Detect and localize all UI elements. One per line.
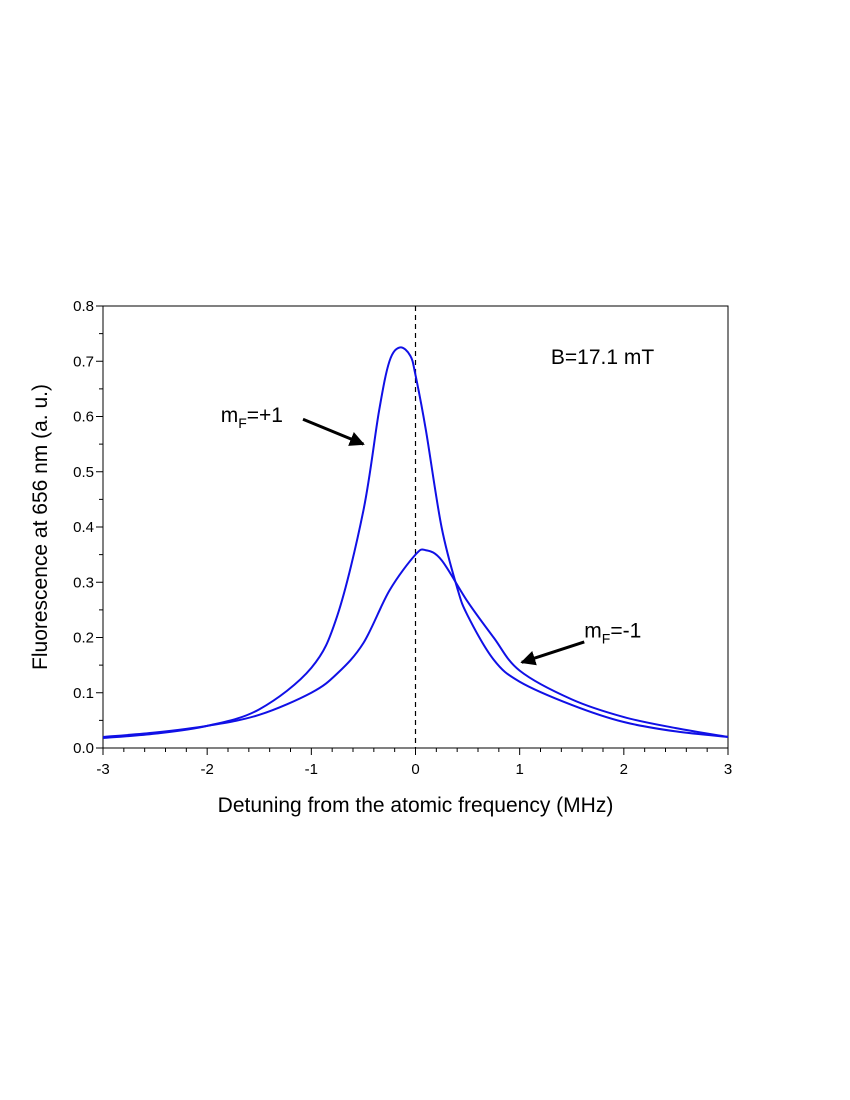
y-tick-label: 0.4 — [73, 519, 94, 536]
x-tick-label: 3 — [724, 761, 732, 778]
series-line-2 — [102, 548, 729, 738]
y-tick-label: 0.0 — [73, 740, 94, 757]
x-tick-label: 1 — [515, 761, 523, 778]
series-label-subscript: F — [238, 415, 247, 431]
x-axis-label: Detuning from the atomic frequency (MHz) — [218, 794, 614, 817]
y-tick-label: 0.7 — [73, 353, 94, 370]
x-tick-label: 0 — [411, 761, 419, 778]
annotation-arrow — [302, 417, 365, 446]
y-tick-label: 0.6 — [73, 409, 94, 426]
series-label-subscript: F — [602, 631, 611, 647]
series-label-value: =+1 — [247, 404, 283, 427]
y-tick-label: 0.3 — [73, 574, 94, 591]
field-strength-label: B=17.1 mT — [551, 346, 654, 369]
annotation-arrow — [520, 640, 585, 666]
series-label-symbol: m — [584, 620, 602, 643]
series-label-2: mF=-1 — [584, 620, 641, 647]
series-line-1 — [102, 346, 729, 740]
x-tick-label: -2 — [200, 761, 213, 778]
y-tick-label: 0.1 — [73, 685, 94, 702]
y-tick-label: 0.5 — [73, 464, 94, 481]
series-label-symbol: m — [221, 404, 239, 427]
x-axis-ticks: -3 -2 -1 0 1 2 3 — [96, 748, 732, 778]
y-axis-ticks: 0.0 0.1 0.2 0.3 0.4 0.5 0.6 0.7 0.8 — [73, 298, 103, 757]
x-tick-label: 2 — [620, 761, 628, 778]
series-label-value: =-1 — [610, 620, 641, 643]
y-tick-label: 0.2 — [73, 630, 94, 647]
y-axis-label: Fluorescence at 656 nm (a. u.) — [29, 384, 52, 670]
plot-area — [102, 305, 729, 749]
x-tick-label: -1 — [305, 761, 318, 778]
x-tick-label: -3 — [96, 761, 109, 778]
y-tick-label: 0.8 — [73, 298, 94, 315]
series-label-1: mF=+1 — [221, 404, 283, 431]
